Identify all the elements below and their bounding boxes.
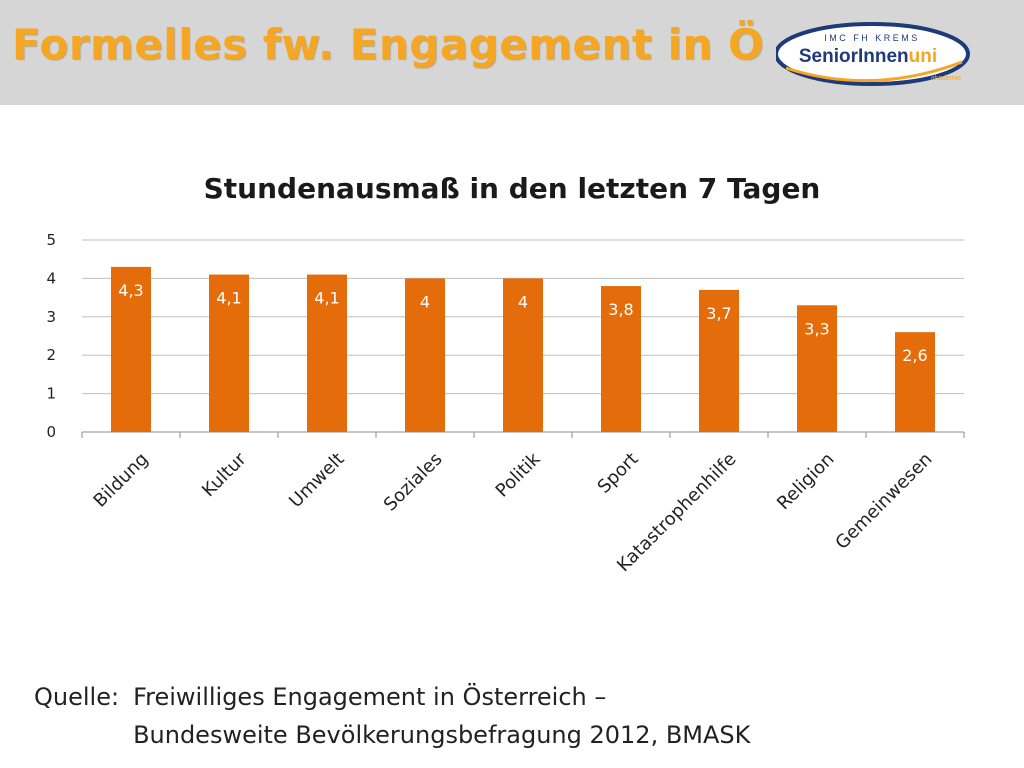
x-tick-label: Kultur — [198, 448, 251, 501]
y-tick-label: 3 — [46, 308, 56, 326]
logo-tagline: akademie — [931, 75, 961, 82]
bar — [209, 274, 249, 432]
bar — [503, 278, 543, 432]
source-line-1: Freiwilliges Engagement in Österreich – — [133, 683, 607, 711]
logo-name-accent: uni — [909, 46, 938, 67]
x-tick-label: Umwelt — [285, 449, 348, 512]
data-label: 4 — [518, 292, 528, 311]
bar — [405, 278, 445, 432]
y-tick-label: 1 — [46, 385, 56, 403]
y-tick-label: 5 — [46, 231, 56, 249]
chart-title: Stundenausmaß in den letzten 7 Tagen — [203, 172, 821, 205]
x-tick-label: Politik — [492, 448, 545, 501]
y-tick-label: 4 — [46, 269, 56, 287]
bar — [601, 286, 641, 432]
data-label: 4 — [420, 292, 430, 311]
logo-name: SeniorInnenuni — [799, 46, 937, 67]
source-text: Freiwilliges Engagement in Österreich – … — [133, 678, 750, 754]
slide-title: Formelles fw. Engagement in Ö — [12, 20, 765, 69]
data-label: 4,1 — [216, 289, 241, 308]
logo-ring — [776, 22, 970, 86]
data-label: 3,8 — [608, 300, 633, 319]
bar — [895, 332, 935, 432]
logo-name-main: SeniorInnen — [799, 46, 909, 67]
data-label: 4,1 — [314, 289, 339, 308]
bar — [699, 289, 739, 432]
x-tick-labels: Bildung Kultur Umwelt Soziales Politik SportK… — [90, 448, 937, 576]
source-line-2: Bundesweite Bevölkerungsbefragung 2012, … — [133, 721, 751, 749]
logo: IMC FH KREMS SeniorInnenuni akademie — [776, 22, 970, 86]
x-tick-label: Bildung — [90, 449, 153, 512]
x-tick-label: Religion — [773, 449, 838, 514]
x-tick-label: Soziales — [380, 449, 447, 516]
bar — [307, 274, 347, 432]
data-label: 4,3 — [118, 281, 143, 300]
data-label: 3,7 — [706, 304, 731, 323]
logo-swoosh — [785, 60, 963, 83]
data-label: 3,3 — [804, 319, 829, 338]
y-tick-labels: 0 1 2 3 4 5 — [46, 231, 56, 441]
x-tick-label: Gemeinwesen — [831, 449, 936, 554]
bar — [111, 266, 151, 432]
logo-org: IMC FH KREMS — [824, 33, 920, 43]
bar — [797, 305, 837, 432]
source-label: Quelle: — [34, 683, 120, 711]
x-tick-label: Sport — [594, 449, 643, 498]
y-tick-label: 2 — [46, 346, 56, 364]
data-label: 2,6 — [902, 346, 927, 365]
y-tick-label: 0 — [46, 423, 56, 441]
bars: 4,3 4,1 4,1 4 4 3,8 3,7 3,3 2,6 — [111, 266, 935, 432]
source-note: Quelle: Freiwilliges Engagement in Öster… — [34, 678, 750, 754]
